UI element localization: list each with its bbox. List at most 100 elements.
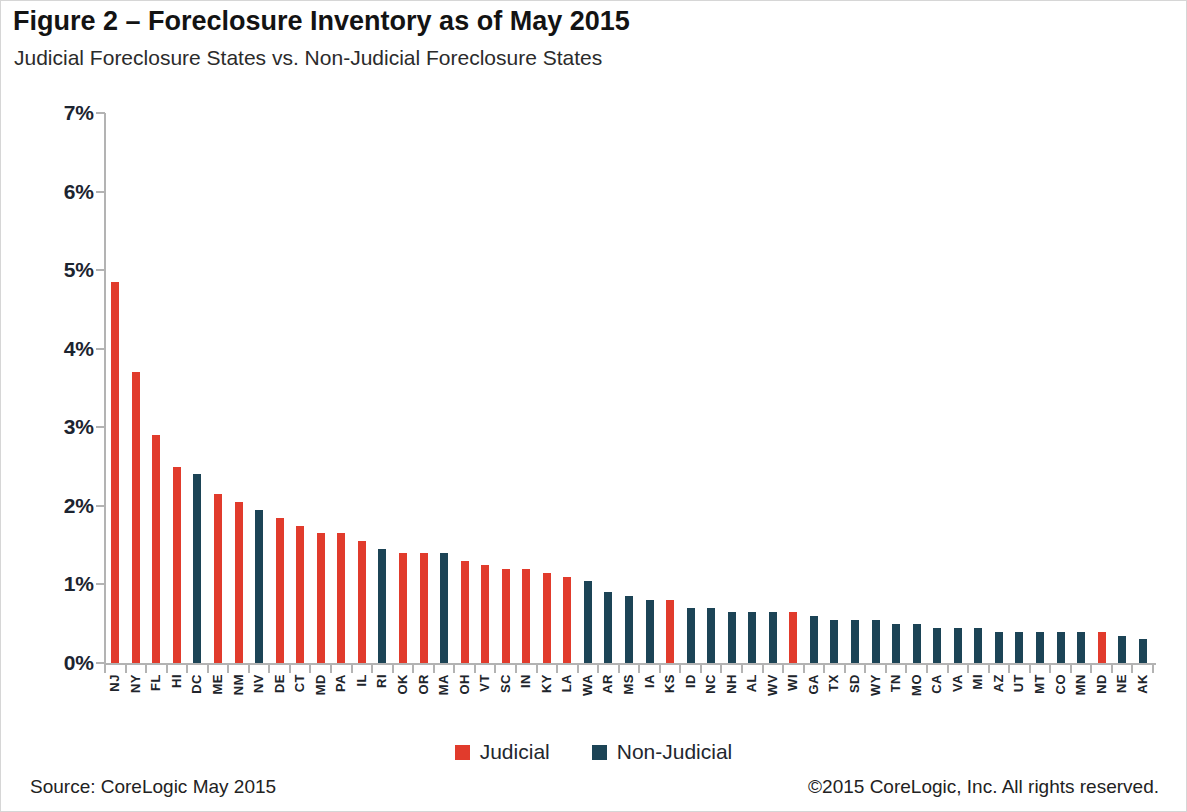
- bar-MI: [974, 628, 982, 663]
- x-axis-label-OK: OK: [395, 674, 410, 695]
- x-axis-label-NE: NE: [1114, 674, 1129, 693]
- x-axis-label-NC: NC: [703, 674, 718, 694]
- x-axis-label-DE: DE: [272, 674, 287, 693]
- x-axis-label-MA: MA: [436, 674, 451, 695]
- x-tick-mark: [577, 665, 579, 673]
- figure-subtitle: Judicial Foreclosure States vs. Non-Judi…: [14, 46, 602, 70]
- x-tick-mark: [762, 665, 764, 673]
- x-tick-mark: [125, 665, 127, 673]
- x-axis-label-MT: MT: [1032, 674, 1047, 694]
- legend-item-non-judicial: Non-Judicial: [592, 740, 733, 764]
- x-tick-mark: [392, 665, 394, 673]
- x-axis-label-KY: KY: [539, 674, 554, 693]
- bar-IA: [646, 600, 654, 663]
- bar-ID: [687, 608, 695, 663]
- x-tick-mark: [289, 665, 291, 673]
- x-axis-label-AZ: AZ: [991, 674, 1006, 692]
- bar-LA: [563, 577, 571, 663]
- y-axis-label: 6%: [50, 180, 94, 204]
- bar-NH: [728, 612, 736, 663]
- x-tick-mark: [453, 665, 455, 673]
- bar-WV: [769, 612, 777, 663]
- x-axis-label-ND: ND: [1094, 674, 1109, 694]
- y-tick-mark: [96, 505, 105, 507]
- x-tick-mark: [905, 665, 907, 673]
- source-note: Source: CoreLogic May 2015: [30, 776, 276, 798]
- bar-MT: [1036, 632, 1044, 663]
- x-axis-label-OH: OH: [457, 674, 472, 695]
- x-axis-label-GA: GA: [806, 674, 821, 695]
- x-axis-label-CA: CA: [929, 674, 944, 694]
- x-tick-mark: [351, 665, 353, 673]
- x-axis-label-ME: ME: [210, 674, 225, 695]
- x-axis-label-FL: FL: [148, 674, 163, 691]
- y-axis-label: 3%: [50, 415, 94, 439]
- y-tick-mark: [96, 348, 105, 350]
- bar-OH: [461, 561, 469, 663]
- x-axis-label-NJ: NJ: [107, 674, 122, 692]
- y-tick-mark: [96, 269, 105, 271]
- bar-MA: [440, 553, 448, 663]
- bar-WA: [584, 581, 592, 664]
- figure-title: Figure 2 – Foreclosure Inventory as of M…: [13, 6, 630, 37]
- x-tick-mark: [1008, 665, 1010, 673]
- bar-KS: [666, 600, 674, 663]
- x-tick-mark: [885, 665, 887, 673]
- x-tick-mark: [1152, 665, 1154, 673]
- x-axis-label-WV: WV: [765, 674, 780, 696]
- x-axis-label-RI: RI: [374, 674, 389, 688]
- x-tick-mark: [1029, 665, 1031, 673]
- x-tick-mark: [248, 665, 250, 673]
- x-tick-mark: [618, 665, 620, 673]
- x-tick-mark: [741, 665, 743, 673]
- bar-DE: [276, 518, 284, 663]
- x-axis-label-AR: AR: [600, 674, 615, 694]
- x-axis-label-WI: WI: [785, 674, 800, 691]
- y-tick-mark: [96, 112, 105, 114]
- x-axis-label-SC: SC: [498, 674, 513, 693]
- x-tick-mark: [700, 665, 702, 673]
- x-tick-mark: [844, 665, 846, 673]
- x-axis-label-TN: TN: [888, 674, 903, 692]
- bar-MO: [913, 624, 921, 663]
- x-tick-mark: [309, 665, 311, 673]
- y-tick-mark: [96, 583, 105, 585]
- bar-TN: [892, 624, 900, 663]
- legend-item-judicial: Judicial: [455, 740, 550, 764]
- x-tick-mark: [803, 665, 805, 673]
- x-axis-label-PA: PA: [333, 674, 348, 692]
- x-axis-line: [104, 663, 1156, 665]
- x-axis-label-NM: NM: [231, 674, 246, 695]
- y-axis-label: 0%: [50, 651, 94, 675]
- x-tick-mark: [145, 665, 147, 673]
- x-tick-mark: [1131, 665, 1133, 673]
- y-tick-mark: [96, 426, 105, 428]
- x-axis-label-IA: IA: [642, 674, 657, 688]
- x-tick-mark: [186, 665, 188, 673]
- x-tick-mark: [1049, 665, 1051, 673]
- x-tick-mark: [227, 665, 229, 673]
- legend-swatch-icon: [455, 745, 470, 760]
- bar-SD: [851, 620, 859, 663]
- x-axis-label-SD: SD: [847, 674, 862, 693]
- x-axis-label-AK: AK: [1135, 674, 1150, 694]
- x-tick-mark: [864, 665, 866, 673]
- x-axis-label-HI: HI: [169, 674, 184, 688]
- bar-CA: [933, 628, 941, 663]
- x-axis-label-WY: WY: [868, 674, 883, 696]
- bar-IN: [522, 569, 530, 663]
- x-tick-mark: [207, 665, 209, 673]
- bar-VA: [954, 628, 962, 663]
- bar-UT: [1015, 632, 1023, 663]
- x-tick-mark: [268, 665, 270, 673]
- bar-OR: [420, 553, 428, 663]
- x-tick-mark: [926, 665, 928, 673]
- x-axis-label-AL: AL: [744, 674, 759, 692]
- x-tick-mark: [967, 665, 969, 673]
- bar-MS: [625, 596, 633, 663]
- bar-NM: [235, 502, 243, 663]
- x-tick-mark: [947, 665, 949, 673]
- bar-KY: [543, 573, 551, 663]
- x-tick-mark: [1111, 665, 1113, 673]
- legend-label: Non-Judicial: [617, 740, 733, 764]
